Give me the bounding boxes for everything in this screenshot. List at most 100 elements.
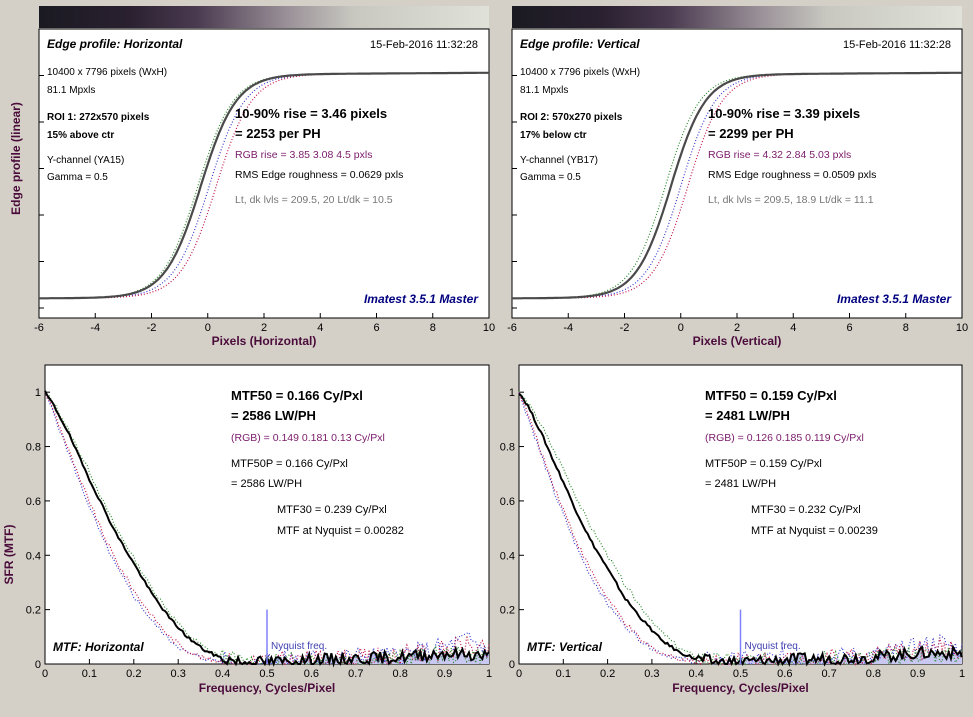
rgb-mtf50: (RGB) = 0.149 0.181 0.13 Cy/Pxl <box>231 432 385 444</box>
y-axis-label: Edge profile (linear) <box>9 102 23 215</box>
brand-label: Imatest 3.5.1 Master <box>364 292 479 306</box>
info-line: 10400 x 7796 pixels (WxH) <box>47 67 167 78</box>
mtf-panel-1: 0 0.2 0.4 0.6 0.8 1 0 0.1 0.2 0.3 0.4 0.5 0.6 0.7 0.8 0… <box>2 364 492 695</box>
x-tick-label: -2 <box>147 322 157 334</box>
edge-main-series <box>512 71 962 300</box>
x-tick-label: 0 <box>516 668 522 680</box>
x-axis-label: Frequency, Cycles/Pixel <box>199 681 336 695</box>
x-tick-label: 0.7 <box>348 668 363 680</box>
info-line: 81.1 Mpxls <box>520 85 568 96</box>
x-tick-label: 0.8 <box>866 668 881 680</box>
x-tick-label: 0.3 <box>644 668 659 680</box>
x-tick-label: 0.5 <box>259 668 274 680</box>
levels-text: Lt, dk lvls = 209.5, 18.9 Lt/dk = 11.1 <box>708 194 874 206</box>
info-line: Y-channel (YB17) <box>520 155 598 166</box>
x-tick-label: 4 <box>790 322 796 334</box>
info-line: ROI 1: 272x570 pixels <box>47 112 150 123</box>
mtf-nyquist-text: MTF at Nyquist = 0.00282 <box>277 525 404 537</box>
edge-roughness: RMS Edge roughness = 0.0629 pxls <box>235 169 403 181</box>
info-line: Gamma = 0.5 <box>520 172 581 183</box>
x-tick-label: -4 <box>90 322 100 334</box>
x-axis-label: Frequency, Cycles/Pixel <box>672 681 809 695</box>
x-tick-label: 2 <box>734 322 740 334</box>
plot-area <box>511 28 963 319</box>
info-line: Gamma = 0.5 <box>47 172 108 183</box>
mtf30-text: MTF30 = 0.239 Cy/Pxl <box>277 504 387 516</box>
timestamp: 15-Feb-2016 11:32:28 <box>370 39 478 51</box>
edge-gradient-bar <box>39 6 489 28</box>
mtf50p-lwph: = 2481 LW/PH <box>705 478 776 490</box>
mtf50p-lwph: = 2586 LW/PH <box>231 478 302 490</box>
mtf50-lwph: = 2481 LW/PH <box>705 408 790 423</box>
mtf50p-text: MTF50P = 0.159 Cy/Pxl <box>705 458 822 470</box>
chart-title: MTF: Vertical <box>527 640 603 654</box>
rise-per-ph: = 2299 per PH <box>708 126 794 141</box>
x-tick-label: 6 <box>373 322 379 334</box>
x-tick-label: 0.2 <box>600 668 615 680</box>
y-tick-label: 0.4 <box>26 550 41 562</box>
brand-label: Imatest 3.5.1 Master <box>837 292 952 306</box>
edge-profile-panel-1: -6 -4 -2 0 2 4 6 8 10 Edge profile: Horizontal 15-… <box>9 6 495 348</box>
mtf50p-text: MTF50P = 0.166 Cy/Pxl <box>231 458 348 470</box>
x-tick-label: 1 <box>959 668 965 680</box>
x-tick-label: 0.3 <box>171 668 186 680</box>
y-tick-label: 0.8 <box>26 442 41 454</box>
nyquist-area <box>740 647 962 664</box>
plot-area <box>38 28 490 319</box>
x-tick-label: 0.9 <box>910 668 925 680</box>
x-tick-label: 1 <box>486 668 492 680</box>
x-tick-label: 0.7 <box>821 668 836 680</box>
y-tick-label: 0.6 <box>26 496 41 508</box>
info-line: Y-channel (YA15) <box>47 155 124 166</box>
y-tick-label: 0.8 <box>500 442 515 454</box>
x-tick-label: 0 <box>42 668 48 680</box>
mtf30-text: MTF30 = 0.232 Cy/Pxl <box>751 504 861 516</box>
edge-gradient-bar <box>512 6 962 28</box>
rgb-rise: RGB rise = 3.85 3.08 4.5 pxls <box>235 149 372 161</box>
y-axis-label: SFR (MTF) <box>2 525 16 585</box>
mtf-nyquist-text: MTF at Nyquist = 0.00239 <box>751 525 878 537</box>
x-tick-label: 0.4 <box>689 668 704 680</box>
x-tick-label: -6 <box>507 322 517 334</box>
x-tick-label: 4 <box>317 322 323 334</box>
mtf50-text: MTF50 = 0.159 Cy/Pxl <box>705 388 837 403</box>
x-tick-label: 0.8 <box>393 668 408 680</box>
rise-text: 10-90% rise = 3.39 pixels <box>708 106 860 121</box>
mtf-panel-2: 0 0.2 0.4 0.6 0.8 1 0 0.1 0.2 0.3 0.4 0.5 0.6 0.7 0.8 0… <box>500 364 965 695</box>
timestamp: 15-Feb-2016 11:32:28 <box>843 39 951 51</box>
mtf50-text: MTF50 = 0.166 Cy/Pxl <box>231 388 363 403</box>
y-tick-label: 1 <box>35 387 41 399</box>
info-line: ROI 2: 570x270 pixels <box>520 112 623 123</box>
x-tick-label: 2 <box>261 322 267 334</box>
x-tick-label: -6 <box>34 322 44 334</box>
levels-text: Lt, dk lvls = 209.5, 20 Lt/dk = 10.5 <box>235 194 393 206</box>
y-tick-label: 0 <box>35 659 41 671</box>
x-tick-label: 0.6 <box>777 668 792 680</box>
rgb-rise: RGB rise = 4.32 2.84 5.03 pxls <box>708 149 851 161</box>
x-tick-label: 0.1 <box>556 668 571 680</box>
x-tick-label: 0.5 <box>733 668 748 680</box>
x-axis-label: Pixels (Horizontal) <box>212 334 317 348</box>
x-tick-label: 0.6 <box>304 668 319 680</box>
y-tick-label: 0.2 <box>26 605 41 617</box>
info-line: 15% above ctr <box>47 130 114 141</box>
x-tick-label: 0.4 <box>215 668 230 680</box>
x-tick-label: 0 <box>205 322 211 334</box>
chart-title: Edge profile: Vertical <box>520 37 640 51</box>
x-tick-label: 10 <box>483 322 495 334</box>
y-tick-label: 1 <box>509 387 515 399</box>
chart-title: Edge profile: Horizontal <box>47 37 183 51</box>
y-tick-label: 0.2 <box>500 605 515 617</box>
x-tick-label: 0.1 <box>82 668 97 680</box>
y-tick-label: 0 <box>509 659 515 671</box>
x-tick-label: 6 <box>846 322 852 334</box>
nyquist-label: Nyquist freq. <box>271 641 327 652</box>
rgb-mtf50: (RGB) = 0.126 0.185 0.119 Cy/Pxl <box>705 432 864 444</box>
y-tick-label: 0.4 <box>500 550 515 562</box>
edge-main-series <box>39 71 489 300</box>
rise-text: 10-90% rise = 3.46 pixels <box>235 106 387 121</box>
x-tick-label: 0.2 <box>126 668 141 680</box>
x-tick-label: 10 <box>956 322 968 334</box>
edge-profile-panel-2: -6 -4 -2 0 2 4 6 8 10 Edge profile: Vertical 15-Fe… <box>507 6 968 348</box>
